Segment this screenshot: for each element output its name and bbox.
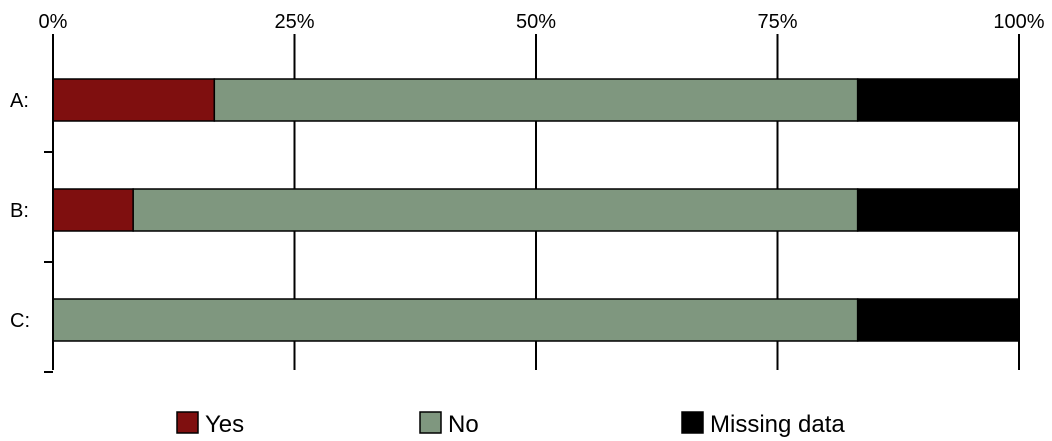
legend-label: Missing data — [710, 411, 845, 438]
tick-labels: 0% 25% 50% 75% 100% — [39, 11, 1045, 33]
x-tick-label: 50% — [516, 11, 556, 33]
legend-swatch — [176, 411, 199, 434]
bar-segment-no — [213, 78, 859, 122]
legend-item-missing-data: Missing data — [681, 411, 845, 438]
legend-label: No — [448, 411, 479, 438]
legend: Yes No Missing data — [176, 411, 845, 438]
bar-segment-missing-data — [856, 188, 1020, 232]
bar-segment-no — [52, 298, 859, 342]
x-tick-label: 25% — [274, 11, 314, 33]
x-tick-label: 0% — [39, 11, 68, 33]
legend-item-yes: Yes — [176, 411, 244, 438]
category-label: A: — [10, 90, 29, 112]
legend-swatch — [681, 411, 704, 434]
legend-swatch — [419, 411, 442, 434]
bar-segment-missing-data — [856, 78, 1020, 122]
x-tick-label: 75% — [757, 11, 797, 33]
category-labels: A: B: C: — [10, 90, 30, 332]
bar-segment-yes — [52, 188, 134, 232]
bars — [52, 78, 1020, 342]
category-label: B: — [10, 200, 29, 222]
x-tick-label: 100% — [993, 11, 1044, 33]
category-label: C: — [10, 310, 30, 332]
axes — [44, 34, 1020, 373]
bar-segment-yes — [52, 78, 216, 122]
bar-segment-no — [132, 188, 859, 232]
bar-segment-missing-data — [856, 298, 1020, 342]
legend-label: Yes — [205, 411, 244, 438]
legend-item-no: No — [419, 411, 479, 438]
